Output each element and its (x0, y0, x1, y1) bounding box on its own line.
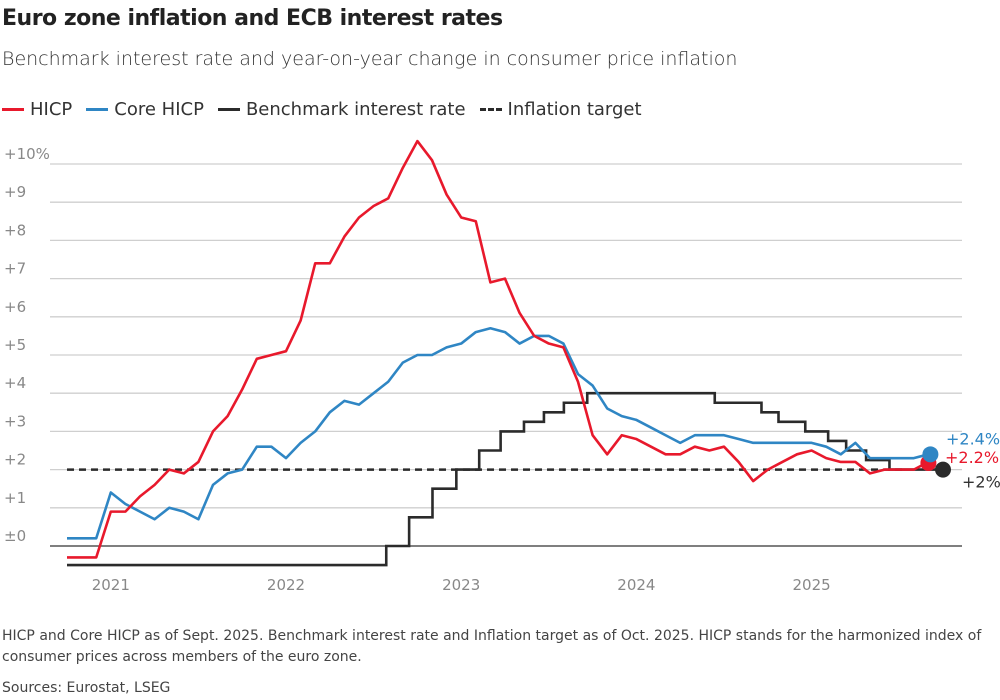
y-tick-label: +9 (4, 183, 26, 201)
x-tick-label: 2024 (617, 576, 655, 594)
y-tick-label: +6 (4, 298, 26, 316)
legend-swatch (479, 108, 502, 111)
legend-item-core-hicp: Core HICP (86, 99, 204, 120)
legend: HICP Core HICP Benchmark interest rate I… (2, 99, 642, 120)
end-marker (935, 461, 951, 478)
core-hicp-line (67, 326, 929, 540)
legend-item-rate: Benchmark interest rate (217, 99, 466, 120)
y-tick-label: +10% (4, 145, 50, 163)
legend-swatch (217, 108, 240, 111)
legend-item-hicp: HICP (2, 99, 72, 120)
end-value-label: +2% (962, 473, 1000, 492)
legend-label: Inflation target (507, 99, 642, 120)
x-tick-label: 2025 (793, 576, 831, 594)
line-chart: ±0 +1 +2 +3 +4 +5 +6 +7 +8 +9 +10% 2021 2022 2023 2024… (4, 139, 1000, 594)
end-value-label: +2.2% (945, 448, 999, 467)
y-tick-label: +2 (4, 451, 26, 469)
y-tick-label: +7 (4, 260, 26, 278)
footnote: HICP and Core HICP as of Sept. 2025. Ben… (2, 628, 982, 665)
hicp-line (67, 139, 930, 559)
legend-label: Core HICP (114, 99, 204, 120)
chart-title: Euro zone inflation and ECB interest rat… (2, 6, 503, 31)
sources: Sources: Eurostat, LSEG (2, 680, 171, 696)
x-tick-label: 2023 (442, 576, 480, 594)
legend-swatch (86, 108, 109, 111)
end-marker (922, 446, 939, 463)
end-value-label: +2.4% (946, 429, 1000, 448)
benchmark-rate-line (67, 391, 943, 567)
y-tick-label: +8 (4, 221, 26, 239)
legend-swatch (2, 108, 24, 111)
y-tick-label: +4 (4, 374, 26, 392)
x-tick-label: 2021 (92, 576, 130, 594)
y-tick-label: ±0 (4, 527, 26, 545)
legend-label: HICP (30, 99, 73, 120)
y-tick-label: +5 (4, 336, 26, 354)
legend-item-target: Inflation target (479, 99, 642, 120)
y-tick-label: +1 (4, 489, 26, 507)
x-tick-label: 2022 (267, 576, 305, 594)
legend-label: Benchmark interest rate (245, 99, 466, 120)
y-tick-label: +3 (4, 412, 26, 430)
chart-subtitle: Benchmark interest rate and year-on-year… (2, 48, 738, 70)
